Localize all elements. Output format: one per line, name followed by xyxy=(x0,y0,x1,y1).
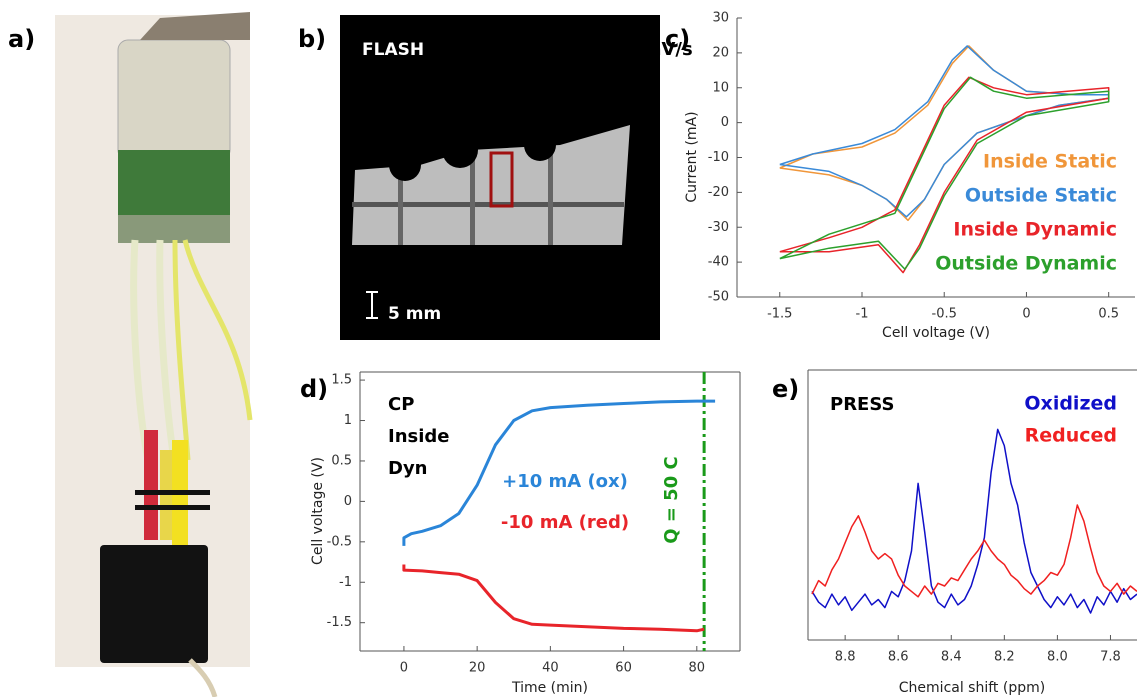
mri-image: FLASH 5 mm xyxy=(340,15,660,340)
annotation: Inside xyxy=(388,426,450,447)
y-tick-label: -1 xyxy=(339,575,352,590)
y-tick-label: 10 xyxy=(712,80,729,95)
legend-entry: Outside Dynamic xyxy=(935,253,1117,275)
panel-label: a) xyxy=(8,25,35,53)
y-tick-label: 1 xyxy=(344,413,352,428)
legend-entry: Oxidized xyxy=(1024,393,1117,415)
data-line xyxy=(811,504,1137,598)
series-label: +10 mA (ox) xyxy=(502,471,628,492)
legend-entry: Inside Static xyxy=(983,151,1117,173)
data-line xyxy=(811,428,1137,614)
x-tick-label: 8.8 xyxy=(835,650,856,665)
x-axis-label: Chemical shift (ppm) xyxy=(899,680,1045,696)
x-tick-label: 8.6 xyxy=(888,650,909,665)
y-tick-label: 20 xyxy=(712,45,729,60)
x-tick-label: 0 xyxy=(1022,307,1030,322)
chart-title: CV 20 mV/s xyxy=(578,39,693,60)
y-tick-label: 30 xyxy=(712,11,729,26)
x-axis-label: Time (min) xyxy=(511,680,588,696)
x-tick-label: 0.5 xyxy=(1098,307,1119,322)
y-tick-label: 0.5 xyxy=(331,453,352,468)
data-line xyxy=(402,564,705,633)
data-line xyxy=(779,76,1110,270)
series-label: -10 mA (red) xyxy=(501,512,629,533)
x-tick-label: 8.4 xyxy=(941,650,962,665)
photo-device xyxy=(55,12,253,697)
y-tick-label: -0.5 xyxy=(327,534,352,549)
panel-label: e) xyxy=(772,375,799,403)
legend-entry: Inside Dynamic xyxy=(953,219,1117,241)
y-tick-label: 1.5 xyxy=(331,373,352,388)
x-tick-label: 8.0 xyxy=(1047,650,1068,665)
x-tick-label: 8.2 xyxy=(994,650,1015,665)
data-line xyxy=(402,399,716,546)
scale-bar-label: 5 mm xyxy=(388,304,441,324)
x-tick-label: 20 xyxy=(469,661,486,676)
legend-entry: Reduced xyxy=(1025,425,1117,447)
annotation: CP xyxy=(388,394,414,415)
x-tick-label: -1 xyxy=(856,307,869,322)
panel-label: b) xyxy=(298,25,326,53)
x-tick-label: 60 xyxy=(615,661,632,676)
y-tick-label: -1.5 xyxy=(327,615,352,630)
data-line xyxy=(779,76,1110,274)
x-tick-label: 80 xyxy=(689,661,706,676)
panel-label: d) xyxy=(300,375,328,403)
reference-label: Q = 50 C xyxy=(661,456,682,543)
x-tick-label: -1.5 xyxy=(767,307,792,322)
y-tick-label: 0 xyxy=(344,494,352,509)
y-tick-label: -30 xyxy=(708,220,729,235)
y-tick-label: -10 xyxy=(708,150,729,165)
annotation: Dyn xyxy=(388,458,428,479)
chart-title: PRESS xyxy=(830,394,894,415)
y-tick-label: 0 xyxy=(721,115,729,130)
y-axis-label: Cell voltage (V) xyxy=(310,457,326,565)
x-tick-label: -0.5 xyxy=(932,307,957,322)
y-tick-label: -40 xyxy=(708,255,729,270)
x-tick-label: 7.8 xyxy=(1100,650,1121,665)
legend-entry: Outside Static xyxy=(965,185,1117,207)
x-tick-label: 40 xyxy=(542,661,559,676)
image-title: FLASH xyxy=(362,40,424,60)
y-tick-label: -20 xyxy=(708,185,729,200)
x-tick-label: 0 xyxy=(400,661,408,676)
x-axis-label: Cell voltage (V) xyxy=(882,325,990,341)
panel-label: c) xyxy=(665,25,690,53)
y-axis-label: Current (mA) xyxy=(684,111,700,202)
y-tick-label: -50 xyxy=(708,290,729,305)
